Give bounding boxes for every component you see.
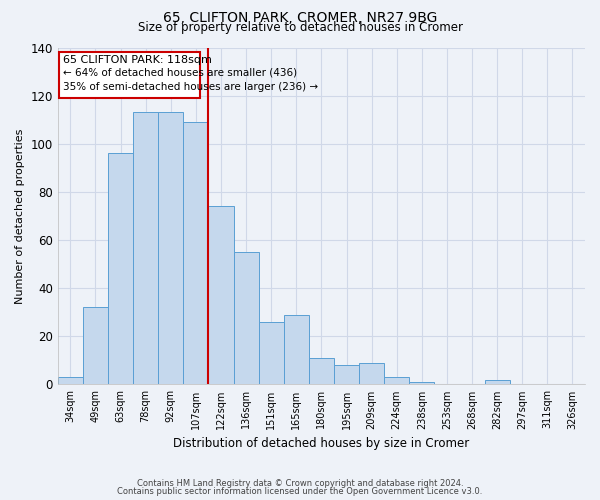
Bar [208, 206, 233, 384]
Y-axis label: Number of detached properties: Number of detached properties [15, 128, 25, 304]
Text: 65, CLIFTON PARK, CROMER, NR27 9BG: 65, CLIFTON PARK, CROMER, NR27 9BG [163, 11, 437, 25]
Bar [485, 380, 509, 384]
X-axis label: Distribution of detached houses by size in Cromer: Distribution of detached houses by size … [173, 437, 470, 450]
FancyBboxPatch shape [59, 52, 200, 98]
Text: Size of property relative to detached houses in Cromer: Size of property relative to detached ho… [137, 21, 463, 34]
Text: ← 64% of detached houses are smaller (436): ← 64% of detached houses are smaller (43… [63, 68, 297, 78]
Bar [334, 365, 359, 384]
Bar [158, 112, 184, 384]
Bar [108, 154, 133, 384]
Bar [359, 363, 384, 384]
Bar [133, 112, 158, 384]
Bar [384, 377, 409, 384]
Bar [184, 122, 208, 384]
Text: 65 CLIFTON PARK: 118sqm: 65 CLIFTON PARK: 118sqm [63, 54, 212, 64]
Text: Contains HM Land Registry data © Crown copyright and database right 2024.: Contains HM Land Registry data © Crown c… [137, 478, 463, 488]
Bar [309, 358, 334, 384]
Bar [233, 252, 259, 384]
Text: 35% of semi-detached houses are larger (236) →: 35% of semi-detached houses are larger (… [63, 82, 318, 92]
Bar [58, 377, 83, 384]
Text: Contains public sector information licensed under the Open Government Licence v3: Contains public sector information licen… [118, 487, 482, 496]
Bar [284, 314, 309, 384]
Bar [409, 382, 434, 384]
Bar [259, 322, 284, 384]
Bar [83, 308, 108, 384]
